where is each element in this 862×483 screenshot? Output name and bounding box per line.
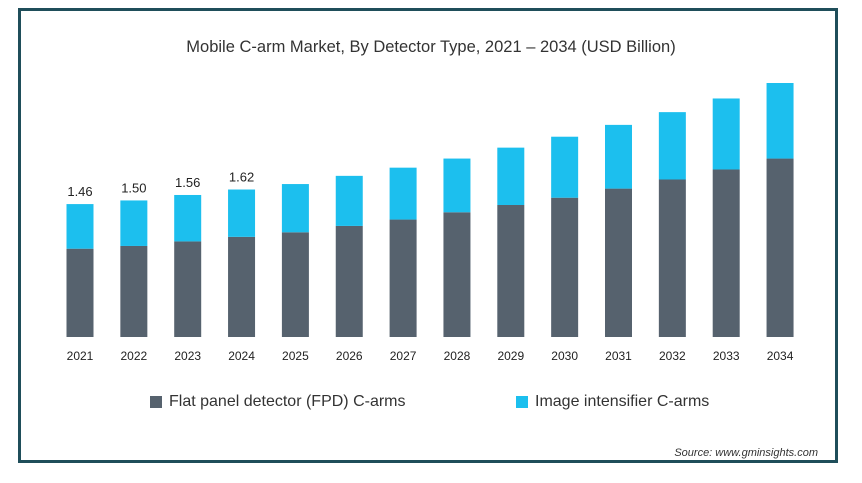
legend-swatch-fpd (150, 396, 162, 408)
x-tick-label-2024: 2024 (228, 349, 255, 363)
data-label-2021: 1.46 (67, 184, 92, 199)
bar-image-intensifier-2027 (389, 167, 417, 220)
legend-item-image-intensifier: Image intensifier C-arms (516, 393, 709, 411)
bar-image-intensifier-2029 (497, 147, 525, 205)
bar-fpd-2023 (174, 241, 202, 337)
bar-image-intensifier-2032 (658, 112, 686, 180)
bar-image-intensifier-2024 (228, 189, 256, 237)
bar-fpd-2029 (497, 204, 525, 337)
legend-item-fpd: Flat panel detector (FPD) C-arms (150, 393, 406, 411)
x-tick-label-2033: 2033 (713, 349, 740, 363)
x-tick-label-2031: 2031 (605, 349, 632, 363)
x-tick-label-2023: 2023 (174, 349, 201, 363)
bar-image-intensifier-2028 (443, 158, 471, 213)
bar-fpd-2027 (389, 219, 417, 337)
legend-label-image-intensifier: Image intensifier C-arms (535, 393, 710, 410)
bar-fpd-2028 (443, 212, 471, 337)
bar-fpd-2031 (605, 188, 632, 337)
bar-image-intensifier-2034 (766, 83, 794, 159)
data-label-2023: 1.56 (175, 175, 200, 190)
x-tick-label-2030: 2030 (551, 349, 578, 363)
legend-swatch-image-intensifier (516, 396, 528, 408)
legend-label-fpd: Flat panel detector (FPD) C-arms (169, 393, 406, 410)
x-tick-label-2029: 2029 (497, 349, 524, 363)
bar-fpd-2025 (281, 232, 309, 337)
x-tick-label-2028: 2028 (444, 349, 471, 363)
x-tick-label-2032: 2032 (659, 349, 686, 363)
bar-image-intensifier-2021 (66, 204, 94, 249)
data-label-2024: 1.62 (229, 170, 254, 185)
bar-image-intensifier-2033 (712, 98, 740, 170)
bar-fpd-2032 (658, 179, 686, 337)
bar-image-intensifier-2023 (174, 194, 202, 242)
x-tick-label-2021: 2021 (67, 349, 94, 363)
data-label-2022: 1.50 (121, 180, 146, 195)
x-tick-label-2026: 2026 (336, 349, 363, 363)
x-tick-label-2025: 2025 (282, 349, 309, 363)
x-tick-label-2022: 2022 (120, 349, 147, 363)
bar-fpd-2022 (120, 245, 148, 337)
chart-title: Mobile C-arm Market, By Detector Type, 2… (186, 38, 676, 56)
bar-fpd-2026 (335, 225, 363, 337)
bar-fpd-2024 (228, 236, 256, 337)
bar-image-intensifier-2030 (551, 136, 579, 198)
bar-fpd-2030 (551, 197, 579, 337)
source-note: Source: www.gminsights.com (674, 447, 818, 459)
bar-fpd-2021 (66, 248, 94, 337)
x-tick-label-2034: 2034 (767, 349, 794, 363)
bar-image-intensifier-2022 (120, 200, 148, 246)
x-tick-label-2027: 2027 (390, 349, 417, 363)
bar-image-intensifier-2026 (335, 175, 363, 226)
chart-frame (18, 8, 838, 463)
bar-fpd-2033 (712, 169, 740, 337)
bar-image-intensifier-2025 (281, 184, 309, 233)
bar-fpd-2034 (766, 158, 794, 337)
bar-image-intensifier-2031 (605, 124, 632, 189)
